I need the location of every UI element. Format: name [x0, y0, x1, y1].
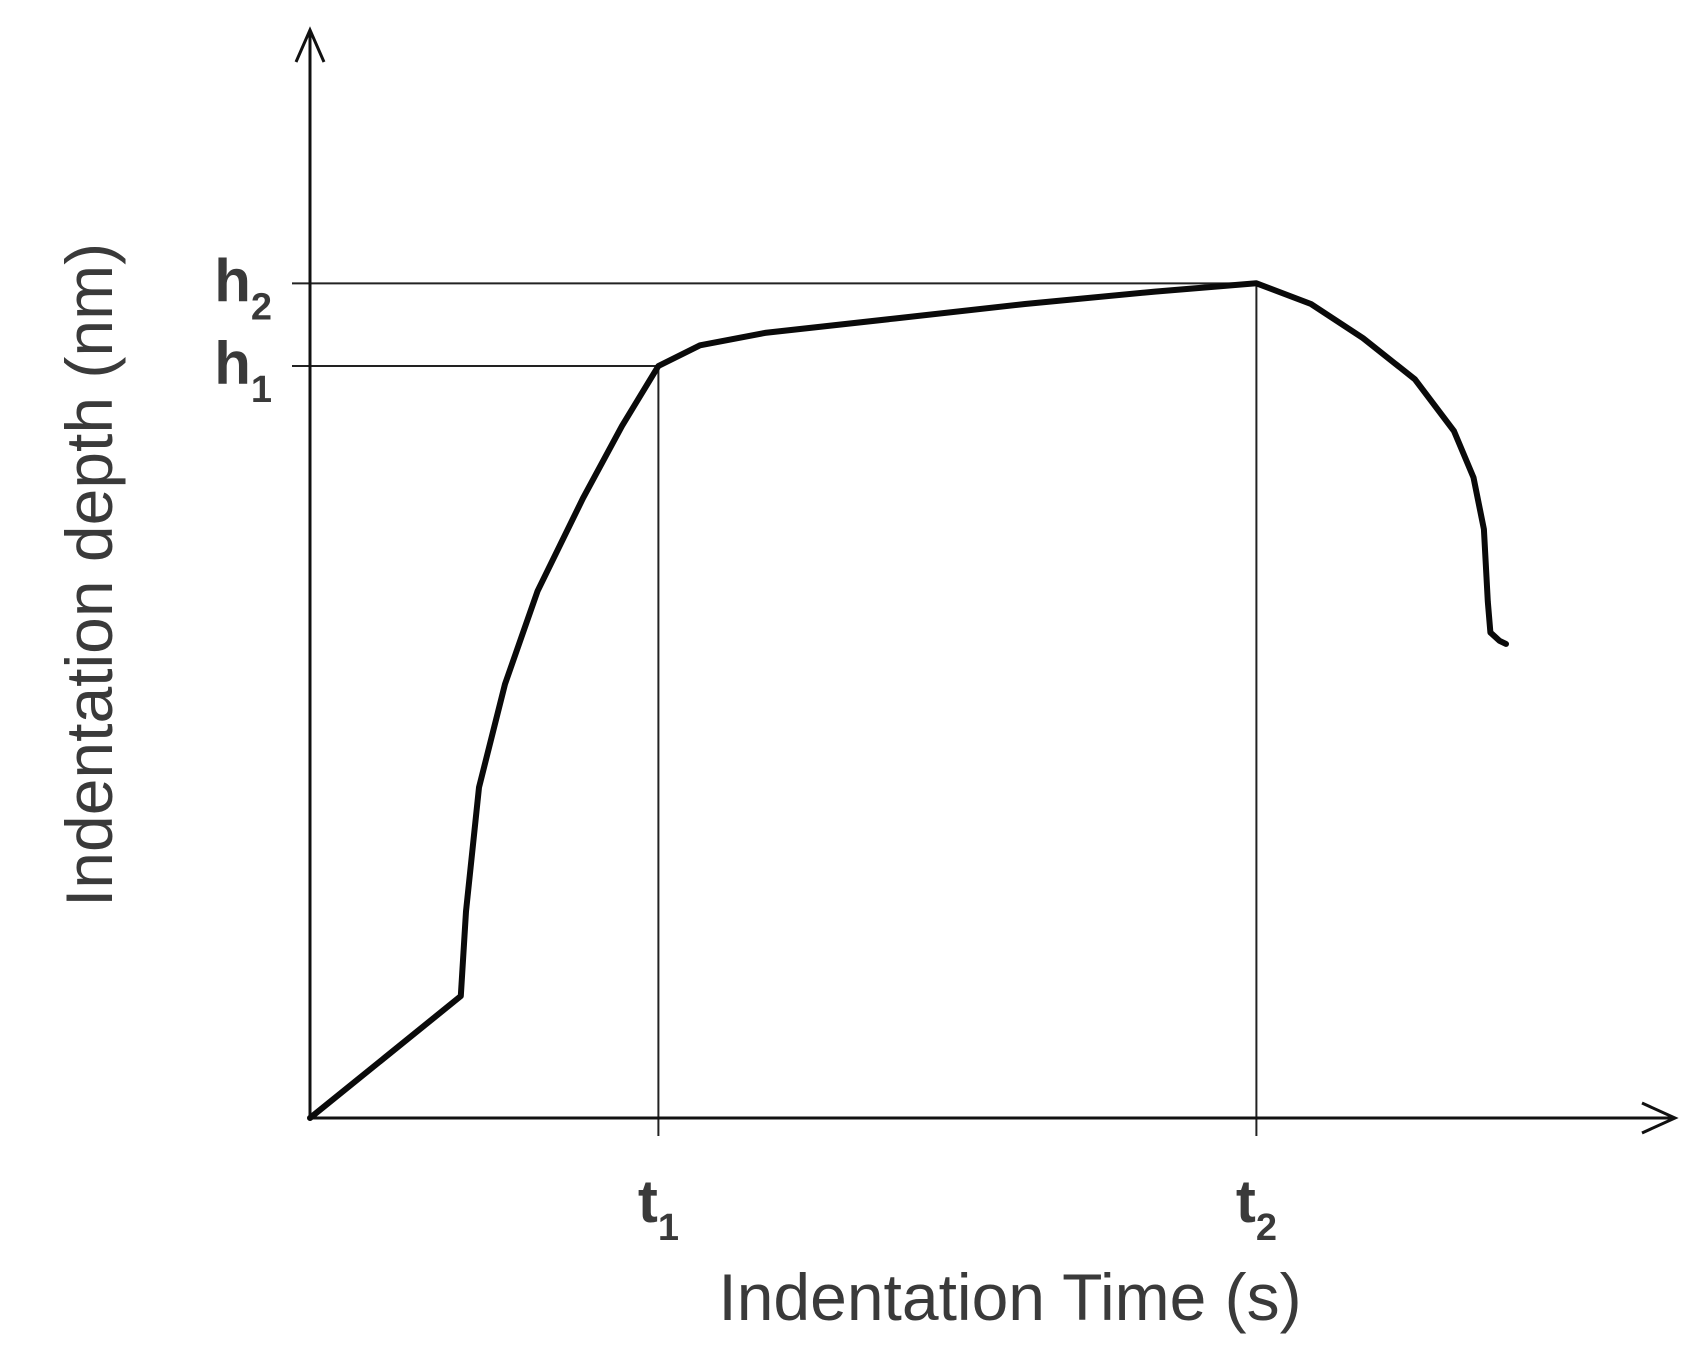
y-axis-arrowhead: [294, 26, 326, 63]
y-tick-label-h2: h2: [214, 247, 272, 328]
x-tick-label-t2-sub: 2: [1256, 1207, 1277, 1249]
series-layer: [307, 280, 1509, 1121]
y-tick-label-h2-sub: 2: [251, 286, 272, 328]
x-tick-label-t2: t2: [1236, 1168, 1277, 1249]
reference-lines: [292, 282, 1258, 1136]
x-tick-label-t1: t1: [638, 1168, 679, 1249]
x-tick-label-t1-main: t: [638, 1168, 658, 1235]
axes: [294, 26, 1679, 1135]
x-axis-arrowhead: [1641, 1101, 1679, 1135]
y-tick-label-h1-sub: 1: [251, 369, 272, 411]
series-line-0: [307, 280, 1509, 1121]
y-tick-label-h1-main: h: [214, 330, 251, 397]
x-axis-title: Indentation Time (s): [718, 1260, 1301, 1334]
y-tick-label-h2-main: h: [214, 247, 251, 314]
x-tick-label-t1-sub: 1: [658, 1207, 679, 1249]
x-tick-label-t2-main: t: [1236, 1168, 1256, 1235]
y-axis-title: Indentation depth (nm): [52, 243, 126, 907]
y-tick-label-h1: h1: [214, 330, 272, 411]
